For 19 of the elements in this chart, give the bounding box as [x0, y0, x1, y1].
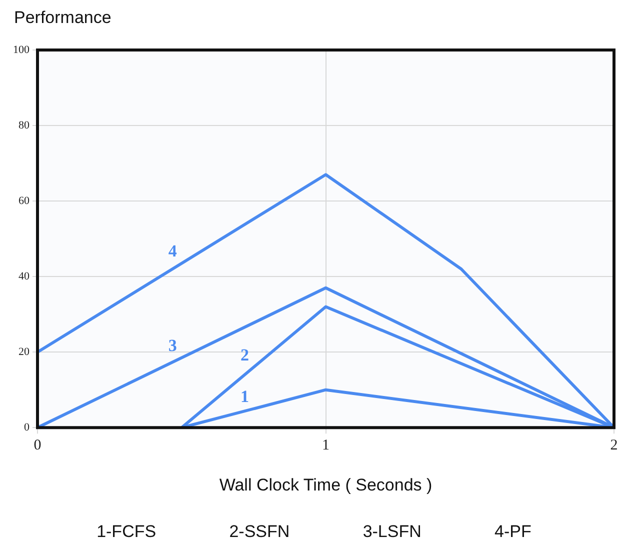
text: 4-PF: [494, 522, 532, 542]
series-label: 3: [168, 336, 177, 356]
series-label: 1: [240, 387, 249, 406]
y-axis-title: Performance: [14, 8, 112, 28]
y-tick-label: 40: [18, 270, 30, 282]
series-label: 4: [168, 242, 178, 261]
y-tick-label: 60: [18, 194, 30, 207]
series-label: 2: [240, 346, 249, 365]
y-tick-label: 20: [18, 346, 30, 358]
text: 1-FCFS: [96, 522, 156, 542]
y-tick-label: 0: [24, 421, 30, 434]
x-tick-label: 2: [610, 438, 618, 454]
x-tick-label: 0: [34, 438, 42, 454]
text: 2-SSFN: [229, 522, 290, 542]
text: 3-LSFN: [362, 522, 422, 542]
y-tick-label: 80: [18, 119, 30, 132]
x-axis-title: Wall Clock Time ( Seconds ): [219, 475, 432, 494]
x-tick-label: 1: [322, 438, 330, 454]
y-tick-label: 100: [13, 44, 30, 56]
